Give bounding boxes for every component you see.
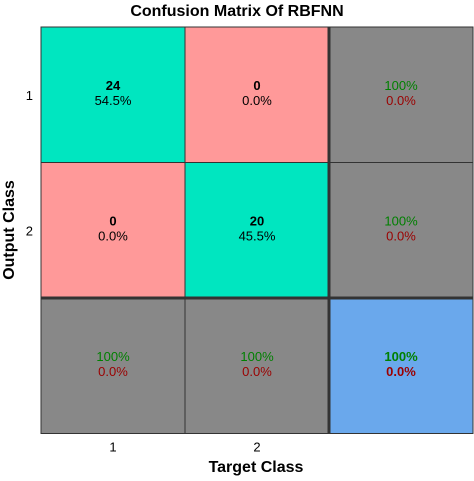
cell-count: 24 xyxy=(106,78,121,93)
matrix-cell-r2-c1: 00.0% xyxy=(41,162,185,298)
cell-background xyxy=(185,298,329,434)
matrix-cell-r3-c2: 100%0.0% xyxy=(185,298,329,434)
matrix-cell-r1-c3: 100%0.0% xyxy=(329,27,473,163)
matrix-cell-r3-c1: 100%0.0% xyxy=(41,298,185,434)
cell-background xyxy=(329,298,473,434)
cell-accuracy: 100% xyxy=(96,349,130,364)
cell-background xyxy=(41,27,185,163)
y-tick-label: 1 xyxy=(26,88,33,103)
cell-percent: 0.0% xyxy=(98,228,128,243)
cell-accuracy: 100% xyxy=(240,349,274,364)
cell-background xyxy=(329,27,473,163)
cell-accuracy: 100% xyxy=(384,213,418,228)
x-axis-label: Target Class xyxy=(208,459,304,476)
matrix-cell-r3-c3: 100%0.0% xyxy=(329,298,473,434)
cells-layer: 2454.5%00.0%100%0.0%00.0%2045.5%100%0.0%… xyxy=(41,27,473,434)
x-tick-label: 2 xyxy=(253,440,260,455)
tick-labels: 1 2 1 2 xyxy=(26,88,261,455)
cell-accuracy: 100% xyxy=(384,349,418,364)
cell-percent: 45.5% xyxy=(239,228,276,243)
cell-background xyxy=(185,162,329,298)
chart-title: Confusion Matrix Of RBFNN xyxy=(130,3,344,20)
cell-error-rate: 0.0% xyxy=(242,364,272,379)
cell-error-rate: 0.0% xyxy=(386,364,416,379)
cell-count: 0 xyxy=(109,213,116,228)
x-tick-label: 1 xyxy=(109,440,116,455)
plot-border xyxy=(40,26,474,434)
cell-count: 20 xyxy=(250,213,264,228)
matrix-cell-r2-c3: 100%0.0% xyxy=(329,162,473,298)
y-tick-label: 2 xyxy=(26,223,33,238)
cell-percent: 54.5% xyxy=(95,93,132,108)
cell-background xyxy=(329,162,473,298)
cell-background xyxy=(41,298,185,434)
cell-percent: 0.0% xyxy=(242,93,272,108)
cell-count: 0 xyxy=(253,78,260,93)
y-axis-label: Output Class xyxy=(1,180,18,280)
cell-error-rate: 0.0% xyxy=(386,228,416,243)
grid-lines xyxy=(40,26,474,434)
cell-background xyxy=(185,27,329,163)
cell-accuracy: 100% xyxy=(384,78,418,93)
cell-background xyxy=(41,162,185,298)
matrix-cell-r1-c2: 00.0% xyxy=(185,27,329,163)
cell-error-rate: 0.0% xyxy=(98,364,128,379)
cell-error-rate: 0.0% xyxy=(386,93,416,108)
